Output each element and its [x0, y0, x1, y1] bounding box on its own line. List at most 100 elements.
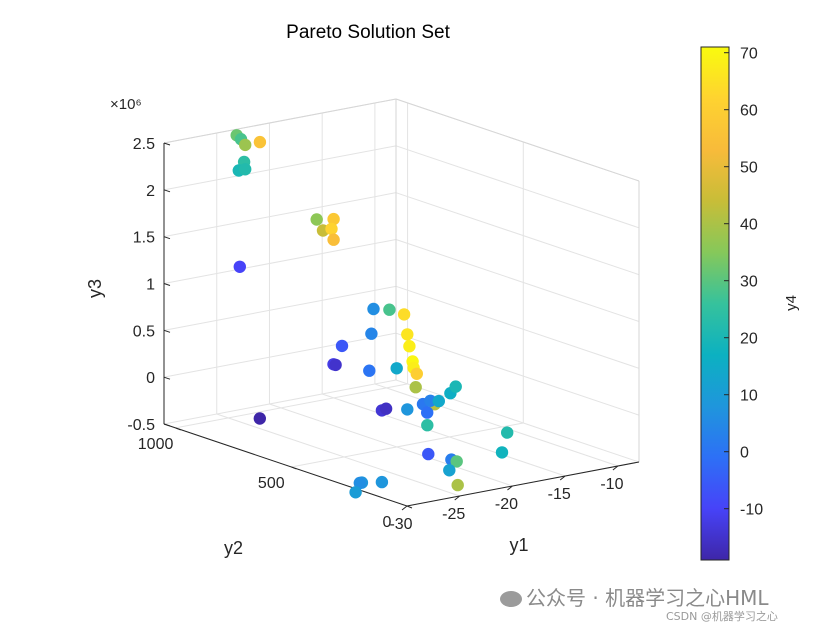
colorbar-tick-label: 70: [740, 46, 758, 63]
scatter-point: [365, 327, 378, 340]
back-wall-gridline-z: [163, 192, 397, 238]
x-tick: [507, 485, 513, 491]
scatter-point: [421, 406, 434, 419]
box-edge: [395, 98, 640, 182]
right-wall-gridline-z: [395, 145, 640, 229]
right-wall-gridline-z: [395, 379, 640, 463]
z-tick: [163, 423, 171, 427]
scatter-point: [409, 381, 422, 394]
scatter-point: [329, 358, 342, 372]
y-tick-label: 1000: [138, 436, 174, 453]
right-wall-gridline-z: [395, 332, 640, 416]
x-tick: [559, 475, 566, 481]
floor-gridline-y: [175, 383, 408, 429]
scatter-point: [327, 212, 340, 226]
floor-gridline-x: [322, 393, 566, 477]
right-wall-gridline-z: [395, 239, 640, 322]
z-tick-label: 0: [146, 370, 155, 387]
z-tick-label: 1.5: [133, 230, 155, 247]
floor-gridline-x: [216, 413, 460, 497]
watermark: 公众号 · 机器学习之心HML: [500, 582, 769, 611]
z-tick: [163, 189, 171, 193]
colorbar-tick-label: 30: [740, 274, 758, 291]
scatter-point: [401, 328, 414, 341]
scatter-point: [325, 222, 338, 236]
x-tick: [454, 495, 461, 501]
z-tick: [163, 236, 171, 240]
x-tick-label: -10: [600, 476, 623, 493]
x-axis-line: [406, 461, 640, 507]
z-tick-label: 0.5: [133, 323, 155, 340]
scatter-point: [253, 412, 266, 425]
watermark-text: 公众号 · 机器学习之心HML: [526, 586, 769, 610]
x-tick-label: -30: [389, 516, 412, 533]
z-tick: [163, 376, 171, 380]
scatter-point: [403, 340, 416, 353]
x-tick: [612, 465, 619, 471]
scatter-point: [432, 394, 445, 408]
scatter-point: [310, 213, 323, 226]
colorbar-tick-label: 20: [740, 331, 758, 348]
scatter-point: [367, 302, 380, 316]
scatter-point: [401, 403, 414, 416]
right-wall-gridline-z: [395, 285, 640, 369]
colorbar-tick-label: 0: [740, 445, 749, 462]
scatter-point: [253, 135, 267, 149]
y-axis-line: [163, 423, 408, 507]
floor-gridline-x: [269, 403, 513, 487]
scatter-point: [495, 446, 509, 459]
z-tick: [163, 142, 171, 146]
scatter-point: [353, 476, 366, 490]
y-tick: [175, 427, 181, 431]
back-wall-gridline-z: [163, 285, 397, 331]
scatter-point: [239, 163, 252, 176]
y-tick-label: 0: [383, 514, 392, 531]
x-axis-label: y1: [509, 535, 528, 555]
z-tick: [163, 283, 171, 286]
axes-layer: -30 -25 -20 -15 -10 0 500 1000 -0.5 0 0.5 1 1.5 2 2.5 ×…: [85, 96, 640, 558]
z-tick-label: 2: [146, 183, 155, 200]
colorbar-tick-label: 50: [740, 160, 758, 177]
colorbar-tick-label: 60: [740, 103, 758, 120]
z-tick-label: 2.5: [133, 136, 155, 153]
scatter-point: [327, 233, 340, 246]
z-tick-label: -0.5: [127, 417, 155, 434]
y-tick: [406, 505, 413, 509]
scatter-point: [363, 364, 376, 377]
points-layer: [230, 129, 514, 499]
right-wall-gridline-z: [395, 192, 640, 276]
chart-title: Pareto Solution Set: [286, 22, 450, 43]
watermark-csdn: CSDN @机器学习之心: [666, 610, 778, 623]
scatter-point: [397, 308, 411, 321]
z-axis-label: y3: [85, 279, 105, 298]
scatter-point: [451, 478, 464, 492]
colorbar-tick-label: 40: [740, 217, 758, 234]
scatter-point: [379, 402, 393, 415]
floor-gridline-x: [374, 383, 619, 467]
z-tick-label: 1: [146, 277, 155, 294]
colorbar-tick-label: 10: [740, 388, 758, 405]
colorbar-tick-label: -10: [740, 502, 763, 519]
scatter-point: [410, 367, 423, 380]
scatter-point: [450, 455, 463, 468]
scatter-point: [375, 475, 389, 489]
grid-layer: [163, 98, 640, 507]
back-wall-gridline-z: [163, 379, 397, 425]
scatter-point: [443, 464, 456, 477]
back-wall-gridline-z: [163, 332, 397, 378]
scatter-point: [335, 339, 349, 353]
x-tick: [401, 505, 408, 511]
scatter-point: [449, 380, 462, 393]
scatter-point: [349, 486, 362, 499]
colorbar-label: y4: [783, 295, 800, 311]
x-tick-label: -15: [548, 486, 571, 503]
back-wall-gridline-z: [163, 239, 397, 284]
floor-gridline-y: [291, 422, 524, 468]
scatter-point: [421, 419, 434, 432]
scatter-point: [383, 303, 396, 316]
z-exponent-label: ×10⁶: [110, 96, 142, 113]
y-tick-label: 500: [258, 475, 285, 492]
y-tick: [291, 466, 297, 470]
scatter-point: [233, 260, 246, 273]
